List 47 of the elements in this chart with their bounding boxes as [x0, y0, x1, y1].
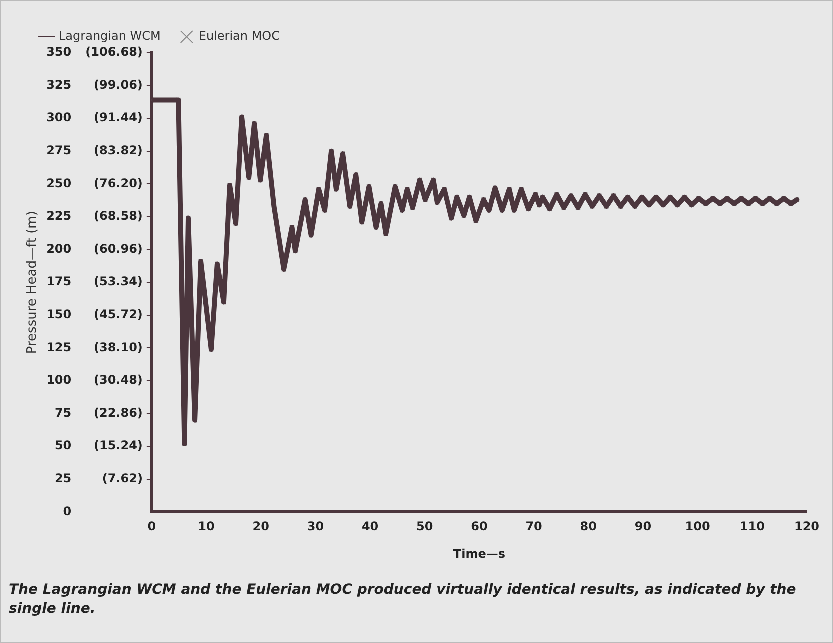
y-tick-label: 150 [46, 308, 72, 322]
x-axis-title: Time—s [453, 546, 506, 561]
y-tick-label: 25 [54, 472, 72, 486]
y-tick-label: 250 [46, 176, 72, 190]
x-tick-label: 30 [307, 520, 324, 534]
y-tick-label: 325 [46, 78, 72, 92]
x-tick-label: 40 [362, 520, 379, 534]
text: The Lagrangian WCM and the Eulerian MOC produced virtually identical results, as indicated by the single line. [9, 581, 798, 619]
x-tick-label: 60 [471, 520, 488, 534]
y-tick-label: 50 [54, 438, 72, 453]
y-tick-label: 100 [46, 373, 72, 388]
y-tick-label: 75 [54, 406, 72, 420]
x-tick-label: 90 [634, 520, 652, 534]
y2-tick-label: (106.68) [86, 45, 143, 60]
x-tick-label: 20 [252, 520, 270, 534]
legend-label: Lagrangian WCM [59, 29, 161, 44]
x-tick-label: 120 [794, 520, 820, 534]
x-tick-label: 50 [416, 520, 434, 534]
y-tick-label: 300 [46, 110, 72, 125]
y-tick-label: 275 [46, 144, 72, 158]
y2-tick-label: (38.10) [94, 340, 143, 354]
y2-tick-label: (91.44) [94, 110, 143, 125]
x-tick-label: 10 [198, 520, 215, 534]
y2-tick-label: (30.48) [94, 373, 143, 388]
y2-tick-label: (22.86) [94, 406, 143, 420]
x-tick-label: 110 [740, 520, 765, 534]
y2-tick-label: (76.20) [94, 176, 143, 190]
y2-tick-label: (60.96) [94, 242, 143, 256]
y2-tick-label: (7.62) [102, 472, 143, 486]
y2-tick-label: (99.06) [94, 78, 143, 92]
y2-tick-label: (68.58) [94, 209, 143, 224]
y-axis-title: Pressure Head—ft (m) [25, 211, 40, 354]
y-tick-label: 125 [46, 340, 72, 354]
y-tick-label: 350 [46, 45, 72, 60]
y-tick-label: 225 [46, 209, 72, 224]
x-tick-label: 70 [526, 520, 542, 534]
y2-tick-label: (15.24) [94, 438, 143, 453]
y-tick-label: 0 [63, 504, 72, 518]
y2-tick-label: (83.82) [94, 144, 143, 158]
y-tick-label: 200 [46, 242, 72, 256]
x-tick-label: 80 [580, 520, 597, 534]
legend-label: Eulerian MOC [198, 29, 280, 44]
x-tick-label: 100 [685, 520, 710, 534]
y2-tick-label: (53.34) [94, 274, 143, 289]
y2-tick-label: (45.72) [94, 308, 143, 322]
y-tick-label: 175 [46, 274, 72, 289]
x-tick-label: 0 [148, 520, 156, 534]
